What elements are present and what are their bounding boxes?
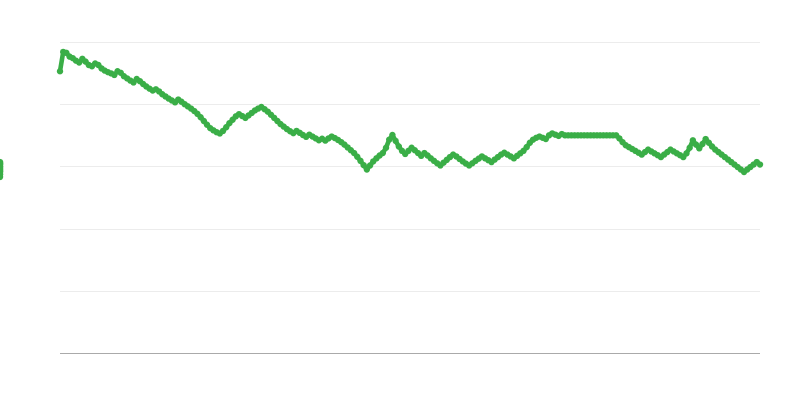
data-point: [379, 149, 387, 157]
data-point: [382, 144, 390, 151]
data-point: [686, 144, 693, 151]
data-point: [386, 136, 393, 143]
data-point: [0, 168, 4, 176]
data-point: [756, 161, 764, 168]
data-series-group: [0, 48, 764, 181]
data-point: [389, 131, 396, 139]
series-markers-1: [0, 48, 764, 181]
data-point: [699, 140, 706, 148]
data-point: [683, 150, 690, 157]
data-point: [56, 68, 64, 75]
data-point: [392, 137, 399, 145]
